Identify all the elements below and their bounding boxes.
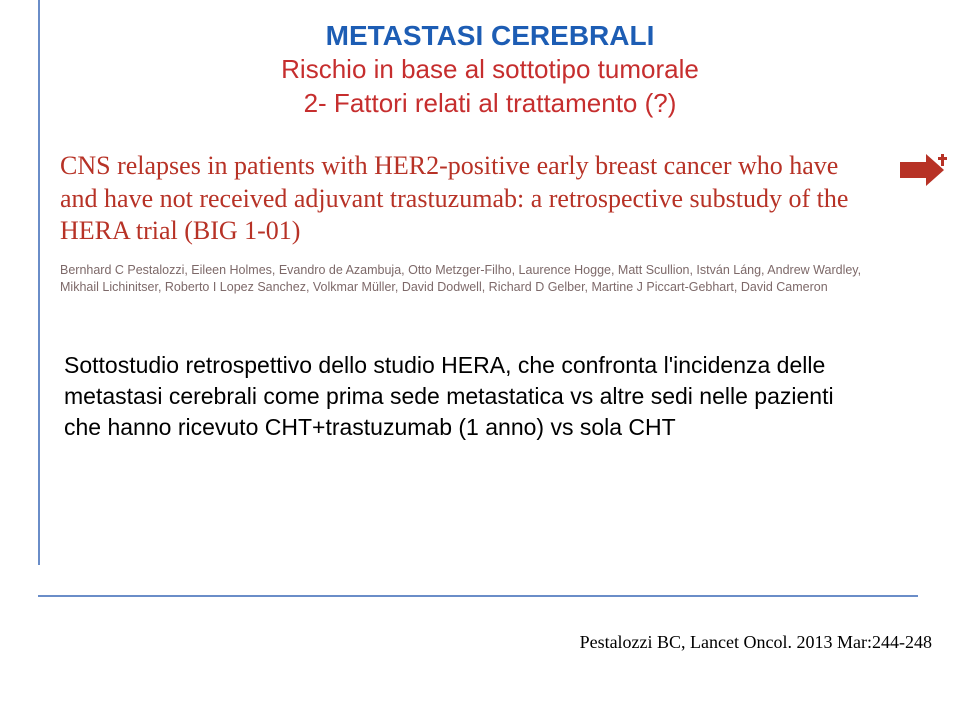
left-rule	[38, 0, 40, 565]
bottom-rule	[38, 595, 918, 597]
article-title: CNS relapses in patients with HER2-posit…	[60, 150, 850, 248]
article-citation-block: CNS relapses in patients with HER2-posit…	[60, 150, 920, 297]
slide-heading: METASTASI CEREBRALI Rischio in base al s…	[60, 18, 920, 121]
slide-subtitle-1: Rischio in base al sottotipo tumorale	[60, 53, 920, 87]
body-paragraph: Sottostudio retrospettivo dello studio H…	[64, 350, 864, 443]
slide-title: METASTASI CEREBRALI	[60, 18, 920, 53]
slide-subtitle-2: 2- Fattori relati al trattamento (?)	[60, 87, 920, 121]
footer-citation: Pestalozzi BC, Lancet Oncol. 2013 Mar:24…	[580, 632, 932, 653]
article-authors: Bernhard C Pestalozzi, Eileen Holmes, Ev…	[60, 262, 870, 297]
